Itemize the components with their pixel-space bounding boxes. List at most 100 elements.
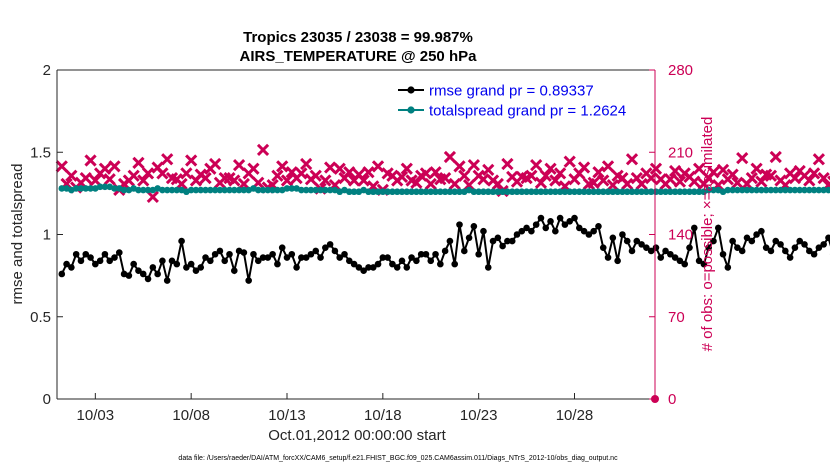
obs-assimilated-point xyxy=(530,159,543,172)
rmse-point xyxy=(772,237,780,245)
spread-point xyxy=(441,188,449,196)
spread-point xyxy=(810,186,818,194)
rmse-point xyxy=(298,254,305,261)
x-axis-label: Oct.01,2012 00:00:00 start xyxy=(268,427,446,444)
obs-assimilated-x xyxy=(65,169,78,182)
obs-assimilated-x xyxy=(534,176,548,189)
obs-assimilated-x xyxy=(103,173,116,186)
spread-point xyxy=(187,186,195,194)
obs-assimilated-point xyxy=(788,171,802,185)
rmse-point xyxy=(293,264,300,271)
obs-assimilated-point xyxy=(84,154,97,167)
rmse-point xyxy=(513,231,521,238)
obs-assimilated-point xyxy=(467,159,480,172)
rmse-point xyxy=(786,254,794,261)
obs-assimilated-x xyxy=(812,153,825,166)
rmse-point xyxy=(647,247,655,255)
spread-point xyxy=(87,185,94,192)
rmse-point xyxy=(398,257,406,265)
spread-point xyxy=(120,186,128,194)
rmse-point xyxy=(226,250,233,258)
rmse-point xyxy=(705,244,712,251)
spread-point xyxy=(758,186,765,194)
rmse-point xyxy=(465,234,473,242)
spread-point xyxy=(197,186,205,194)
obs-assimilated-x xyxy=(146,190,159,204)
rmse-point xyxy=(96,257,104,265)
y2-tick-label: 210 xyxy=(668,144,693,161)
rmse-point xyxy=(365,264,372,271)
spread-point xyxy=(796,186,804,194)
spread-point xyxy=(475,188,482,196)
spread-point xyxy=(542,188,550,196)
rmse-point xyxy=(221,257,229,265)
obs-assimilated-point xyxy=(333,162,346,175)
spread-point xyxy=(470,188,478,196)
obs-assimilated-point xyxy=(692,162,706,175)
obs-assimilated-x xyxy=(716,163,730,176)
obs-assimilated-point xyxy=(424,177,437,191)
obs-assimilated-x xyxy=(185,154,198,167)
rmse-point xyxy=(403,264,411,271)
rmse-point xyxy=(523,224,530,232)
rmse-point xyxy=(125,272,133,279)
obs-assimilated-x xyxy=(141,167,155,180)
obs-assimilated-point xyxy=(156,167,169,180)
rmse-point xyxy=(317,254,324,261)
spread-point xyxy=(825,186,830,194)
spread-point xyxy=(211,186,219,194)
spread-point xyxy=(326,186,334,194)
spread-point xyxy=(317,186,324,194)
obs-assimilated-point xyxy=(280,174,294,187)
obs-assimilated-point xyxy=(395,170,409,184)
spread-point xyxy=(633,188,641,196)
spread-point xyxy=(58,185,66,192)
obs-assimilated-point xyxy=(597,174,610,187)
obs-assimilated-x xyxy=(501,157,514,171)
obs-assimilated-point xyxy=(736,152,749,165)
obs-assimilated-x xyxy=(271,169,284,182)
rmse-point xyxy=(269,250,276,258)
obs-assimilated-point xyxy=(745,171,758,185)
rmse-point xyxy=(374,260,382,268)
rmse-point xyxy=(547,218,554,225)
obs-assimilated-x xyxy=(587,176,600,189)
rmse-point xyxy=(484,264,492,271)
rmse-point xyxy=(729,237,736,245)
rmse-point xyxy=(710,237,717,245)
obs-assimilated-x xyxy=(597,174,610,187)
obs-assimilated-point xyxy=(252,176,265,189)
obs-assimilated-point xyxy=(429,166,442,179)
obs-assimilated-x xyxy=(731,176,744,189)
spread-point xyxy=(230,186,238,194)
rmse-point xyxy=(197,264,205,271)
spread-point xyxy=(791,186,799,194)
x-tick-label: 10/18 xyxy=(364,407,402,424)
rmse-point xyxy=(432,250,439,258)
obs-assimilated-x xyxy=(769,150,782,164)
rmse-point xyxy=(307,250,315,258)
obs-assimilated-point xyxy=(256,143,270,157)
obs-assimilated-point xyxy=(371,160,385,173)
y2-tick-label: 0 xyxy=(668,391,676,408)
spread-point xyxy=(101,183,109,191)
rmse-point xyxy=(695,257,703,265)
obs-assimilated-x xyxy=(673,175,687,188)
obs-assimilated-x xyxy=(280,174,294,187)
spread-point xyxy=(484,188,492,196)
obs-assimilated-x xyxy=(439,171,452,185)
rmse-point xyxy=(264,254,272,261)
obs-assimilated-x xyxy=(788,171,802,185)
rmse-point xyxy=(599,244,607,251)
y-tick-label: 1 xyxy=(43,227,51,244)
spread-point xyxy=(767,186,775,194)
obs-assimilated-x xyxy=(736,152,749,165)
rmse-point xyxy=(556,214,564,222)
rmse-point xyxy=(810,250,818,258)
obs-assimilated-point xyxy=(295,167,308,180)
spread-point xyxy=(456,188,463,196)
spread-point xyxy=(523,188,530,196)
spread-point xyxy=(671,188,679,196)
spread-point xyxy=(302,186,310,194)
rmse-point xyxy=(508,237,516,245)
